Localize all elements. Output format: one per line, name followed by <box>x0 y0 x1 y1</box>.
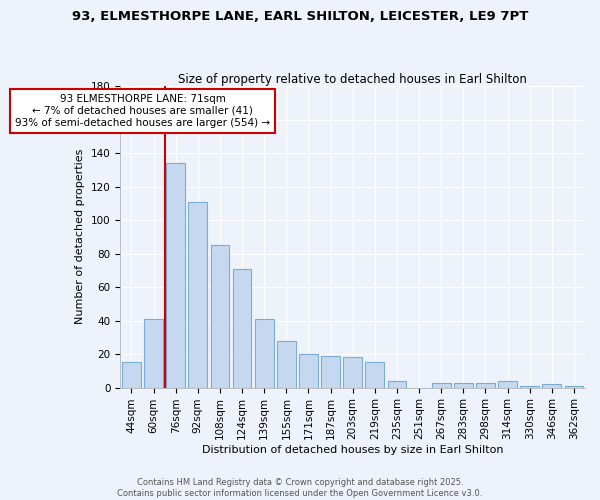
Text: 93 ELMESTHORPE LANE: 71sqm
← 7% of detached houses are smaller (41)
93% of semi-: 93 ELMESTHORPE LANE: 71sqm ← 7% of detac… <box>15 94 270 128</box>
Bar <box>122 362 141 388</box>
Text: Contains HM Land Registry data © Crown copyright and database right 2025.
Contai: Contains HM Land Registry data © Crown c… <box>118 478 482 498</box>
Bar <box>542 384 561 388</box>
Bar <box>277 340 296 388</box>
Bar <box>211 245 229 388</box>
Bar <box>233 268 251 388</box>
Y-axis label: Number of detached properties: Number of detached properties <box>76 149 85 324</box>
Bar <box>476 382 495 388</box>
Bar <box>144 319 163 388</box>
Bar <box>343 358 362 388</box>
Bar <box>520 386 539 388</box>
Bar <box>432 382 451 388</box>
Bar <box>188 202 207 388</box>
Bar <box>255 319 274 388</box>
Bar <box>565 386 583 388</box>
Text: 93, ELMESTHORPE LANE, EARL SHILTON, LEICESTER, LE9 7PT: 93, ELMESTHORPE LANE, EARL SHILTON, LEIC… <box>72 10 528 23</box>
Bar <box>365 362 384 388</box>
Bar <box>166 163 185 388</box>
X-axis label: Distribution of detached houses by size in Earl Shilton: Distribution of detached houses by size … <box>202 445 503 455</box>
Title: Size of property relative to detached houses in Earl Shilton: Size of property relative to detached ho… <box>178 73 527 86</box>
Bar <box>299 354 318 388</box>
Bar <box>454 382 473 388</box>
Bar <box>498 381 517 388</box>
Bar <box>321 356 340 388</box>
Bar <box>388 381 406 388</box>
